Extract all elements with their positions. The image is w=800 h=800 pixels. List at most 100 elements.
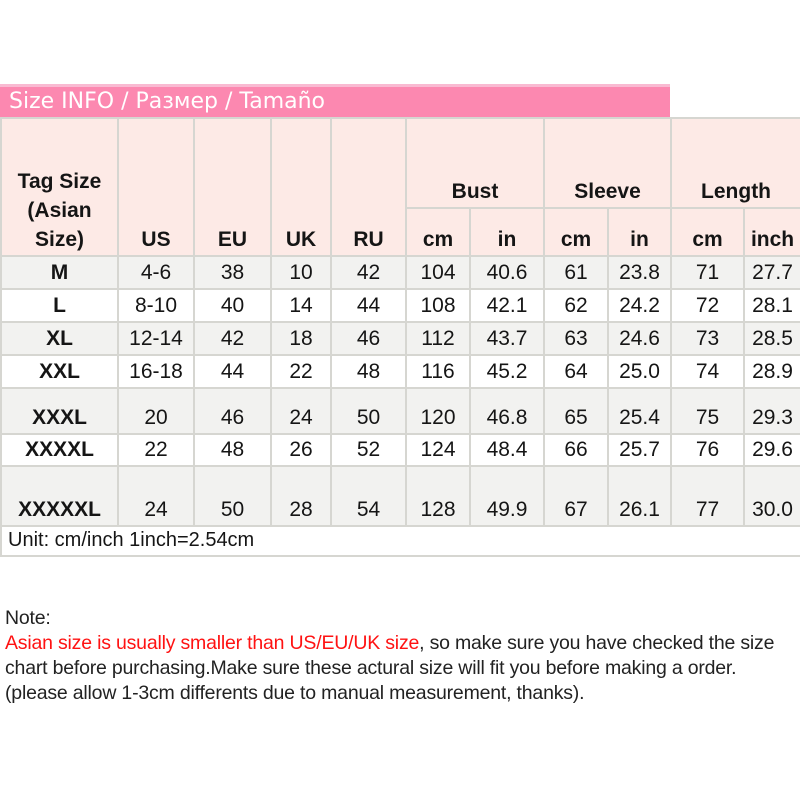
table-cell: 76 xyxy=(670,433,746,467)
table-cell: 46 xyxy=(330,321,407,356)
table-cell: 128 xyxy=(405,465,471,527)
table-cell: 50 xyxy=(193,465,272,527)
table-cell: 64 xyxy=(543,354,610,389)
table-row-l: L 8-10 40 14 44 108 42.1 62 24.2 72 28.1 xyxy=(0,288,800,323)
table-row-xxl: XXL 16-18 44 22 48 116 45.2 64 25.0 74 2… xyxy=(0,354,800,389)
table-cell: 28.5 xyxy=(743,321,800,356)
unit-note-row: Unit: cm/inch 1inch=2.54cm xyxy=(0,525,800,557)
header-bust-in: in xyxy=(468,207,546,257)
table-cell: 23.8 xyxy=(607,255,673,290)
table-cell: 48 xyxy=(330,354,407,389)
table-cell: 45.2 xyxy=(468,354,546,389)
table-cell: 25.7 xyxy=(607,433,673,467)
table-cell: 24 xyxy=(117,465,195,527)
table-cell: 25.4 xyxy=(607,387,673,435)
table-cell: 66 xyxy=(543,433,610,467)
table-cell: 77 xyxy=(670,465,746,527)
table-cell: 49.9 xyxy=(468,465,546,527)
table-cell: 46.8 xyxy=(468,387,546,435)
header-sleeve-in: in xyxy=(607,207,673,257)
size-info-title: Size INFO / Размер / Tamaño xyxy=(9,89,326,114)
table-cell: 20 xyxy=(117,387,195,435)
header-length: Length xyxy=(670,117,800,209)
table-cell: 28 xyxy=(270,465,332,527)
table-cell: 72 xyxy=(670,288,746,323)
table-cell: 12-14 xyxy=(117,321,195,356)
row-label: XL xyxy=(0,321,119,356)
table-cell: 30.0 xyxy=(743,465,800,527)
size-info-title-bar: Size INFO / Размер / Tamaño xyxy=(0,84,670,117)
note-paragraph: Asian size is usually smaller than US/EU… xyxy=(5,631,798,706)
table-cell: 48.4 xyxy=(468,433,546,467)
header-sleeve: Sleeve xyxy=(543,117,673,209)
table-cell: 63 xyxy=(543,321,610,356)
table-cell: 44 xyxy=(330,288,407,323)
row-label: XXL xyxy=(0,354,119,389)
table-cell: 112 xyxy=(405,321,471,356)
table-cell: 40.6 xyxy=(468,255,546,290)
table-cell: 24.6 xyxy=(607,321,673,356)
note-red-text: Asian size is usually smaller than US/EU… xyxy=(5,632,420,654)
row-label: M xyxy=(0,255,119,290)
header-bust: Bust xyxy=(404,117,546,209)
table-cell: 67 xyxy=(543,465,610,527)
table-cell: 73 xyxy=(670,321,746,356)
table-cell: 44 xyxy=(193,354,272,389)
table-cell: 28.9 xyxy=(743,354,800,389)
table-cell: 52 xyxy=(330,433,407,467)
table-cell: 124 xyxy=(405,433,471,467)
table-cell: 104 xyxy=(405,255,471,290)
note-label: Note: xyxy=(5,607,51,629)
table-cell: 42.1 xyxy=(468,288,546,323)
table-cell: 22 xyxy=(117,433,195,467)
row-label: XXXL xyxy=(0,387,119,435)
table-cell: 29.6 xyxy=(743,433,800,467)
header-eu: EU xyxy=(193,117,272,257)
header-length-cm: cm xyxy=(670,207,746,257)
table-cell: 16-18 xyxy=(117,354,195,389)
header-ru: RU xyxy=(330,117,407,257)
table-row-xxxxl: XXXXL 22 48 26 52 124 48.4 66 25.7 76 29… xyxy=(0,433,800,467)
header-uk: UK xyxy=(270,117,332,257)
table-cell: 4-6 xyxy=(117,255,195,290)
table-cell: 74 xyxy=(670,354,746,389)
table-row-xl: XL 12-14 42 18 46 112 43.7 63 24.6 73 28… xyxy=(0,321,800,356)
table-cell: 116 xyxy=(405,354,471,389)
table-cell: 40 xyxy=(193,288,272,323)
table-cell: 46 xyxy=(193,387,272,435)
table-cell: 48 xyxy=(193,433,272,467)
note-black-text: , so make sure you have checked the size… xyxy=(5,632,775,704)
table-cell: 43.7 xyxy=(468,321,546,356)
table-cell: 22 xyxy=(270,354,332,389)
table-cell: 10 xyxy=(270,255,332,290)
header-us: US xyxy=(117,117,195,257)
table-cell: 61 xyxy=(543,255,610,290)
table-cell: 50 xyxy=(330,387,407,435)
table-row-m: M 4-6 38 10 42 104 40.6 61 23.8 71 27.7 xyxy=(0,255,800,290)
note-block: Note: Asian size is usually smaller than… xyxy=(5,606,798,706)
table-cell: 28.1 xyxy=(743,288,800,323)
table-cell: 71 xyxy=(670,255,746,290)
table-cell: 25.0 xyxy=(607,354,673,389)
table-row-xxxxxl: XXXXXL 24 50 28 54 128 49.9 67 26.1 77 3… xyxy=(0,465,800,527)
table-cell: 54 xyxy=(330,465,407,527)
size-table: Tag Size (Asian Size) US EU UK RU Bust S… xyxy=(0,117,800,557)
table-cell: 18 xyxy=(270,321,332,356)
table-cell: 75 xyxy=(670,387,746,435)
unit-note: Unit: cm/inch 1inch=2.54cm xyxy=(0,525,800,557)
table-cell: 8-10 xyxy=(117,288,195,323)
table-cell: 38 xyxy=(193,255,272,290)
table-cell: 14 xyxy=(270,288,332,323)
table-cell: 27.7 xyxy=(743,255,800,290)
row-label: L xyxy=(0,288,119,323)
header-tag-size: Tag Size (Asian Size) xyxy=(0,117,119,257)
table-cell: 29.3 xyxy=(743,387,800,435)
row-label: XXXXL xyxy=(0,433,119,467)
table-cell: 65 xyxy=(543,387,610,435)
table-cell: 42 xyxy=(330,255,407,290)
header-sleeve-cm: cm xyxy=(543,207,610,257)
table-cell: 120 xyxy=(405,387,471,435)
row-label: XXXXXL xyxy=(0,465,119,527)
table-cell: 26.1 xyxy=(607,465,673,527)
